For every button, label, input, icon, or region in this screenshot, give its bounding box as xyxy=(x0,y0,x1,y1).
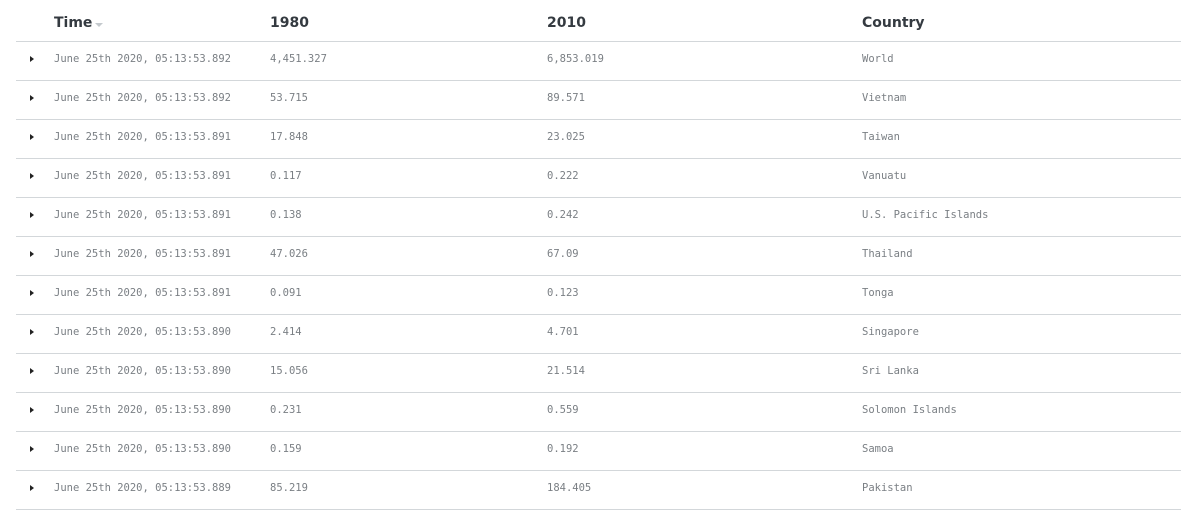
table-row: June 25th 2020, 05:13:53.889 85.219 184.… xyxy=(16,471,1181,510)
cell-country: Taiwan xyxy=(862,131,900,143)
cell-1980: 0.091 xyxy=(270,287,302,299)
expand-row-caret-icon[interactable] xyxy=(28,445,38,455)
column-header-1980[interactable]: 1980 xyxy=(270,15,309,31)
expand-row-caret-icon[interactable] xyxy=(28,406,38,416)
table-row: June 25th 2020, 05:13:53.890 2.414 4.701… xyxy=(16,315,1181,354)
table-row: June 25th 2020, 05:13:53.892 4,451.327 6… xyxy=(16,42,1181,81)
cell-1980: 53.715 xyxy=(270,92,308,104)
data-table: Time 1980 2010 Country June 25th 2020, 0… xyxy=(16,0,1181,510)
column-header-time[interactable]: Time xyxy=(54,14,104,32)
table-row: June 25th 2020, 05:13:53.890 15.056 21.5… xyxy=(16,354,1181,393)
cell-country: Vanuatu xyxy=(862,170,907,182)
expand-row-caret-icon[interactable] xyxy=(28,55,38,65)
cell-time: June 25th 2020, 05:13:53.892 xyxy=(54,53,232,65)
cell-1980: 15.056 xyxy=(270,365,308,377)
cell-1980: 0.231 xyxy=(270,404,302,416)
cell-time: June 25th 2020, 05:13:53.889 xyxy=(54,482,232,494)
cell-time: June 25th 2020, 05:13:53.891 xyxy=(54,248,232,260)
cell-2010: 67.09 xyxy=(547,248,579,260)
cell-country: Sri Lanka xyxy=(862,365,919,377)
cell-1980: 0.159 xyxy=(270,443,302,455)
column-header-2010[interactable]: 2010 xyxy=(547,15,586,31)
expand-row-caret-icon[interactable] xyxy=(28,211,38,221)
expand-row-caret-icon[interactable] xyxy=(28,367,38,377)
cell-country: U.S. Pacific Islands xyxy=(862,209,989,221)
expand-row-caret-icon[interactable] xyxy=(28,94,38,104)
expand-row-caret-icon[interactable] xyxy=(28,172,38,182)
table-row: June 25th 2020, 05:13:53.891 17.848 23.0… xyxy=(16,120,1181,159)
expand-row-caret-icon[interactable] xyxy=(28,250,38,260)
cell-time: June 25th 2020, 05:13:53.891 xyxy=(54,287,232,299)
cell-2010: 6,853.019 xyxy=(547,53,604,65)
column-header-time-label: Time xyxy=(54,15,93,31)
cell-country: World xyxy=(862,53,894,65)
sort-descending-icon[interactable] xyxy=(95,23,104,27)
expand-row-caret-icon[interactable] xyxy=(28,484,38,494)
cell-time: June 25th 2020, 05:13:53.890 xyxy=(54,326,232,338)
cell-country: Vietnam xyxy=(862,92,907,104)
cell-2010: 21.514 xyxy=(547,365,585,377)
table-row: June 25th 2020, 05:13:53.890 0.231 0.559… xyxy=(16,393,1181,432)
cell-1980: 0.117 xyxy=(270,170,302,182)
expand-row-caret-icon[interactable] xyxy=(28,328,38,338)
table-row: June 25th 2020, 05:13:53.891 0.091 0.123… xyxy=(16,276,1181,315)
table-row: June 25th 2020, 05:13:53.892 53.715 89.5… xyxy=(16,81,1181,120)
expand-row-caret-icon[interactable] xyxy=(28,133,38,143)
cell-1980: 2.414 xyxy=(270,326,302,338)
cell-time: June 25th 2020, 05:13:53.892 xyxy=(54,92,232,104)
cell-time: June 25th 2020, 05:13:53.890 xyxy=(54,443,232,455)
cell-country: Samoa xyxy=(862,443,894,455)
cell-1980: 47.026 xyxy=(270,248,308,260)
cell-time: June 25th 2020, 05:13:53.890 xyxy=(54,404,232,416)
cell-time: June 25th 2020, 05:13:53.891 xyxy=(54,131,232,143)
cell-2010: 184.405 xyxy=(547,482,592,494)
cell-2010: 23.025 xyxy=(547,131,585,143)
expand-row-caret-icon[interactable] xyxy=(28,289,38,299)
cell-country: Singapore xyxy=(862,326,919,338)
cell-2010: 0.559 xyxy=(547,404,579,416)
cell-2010: 0.192 xyxy=(547,443,579,455)
table-header: Time 1980 2010 Country xyxy=(16,0,1181,42)
cell-country: Tonga xyxy=(862,287,894,299)
cell-2010: 89.571 xyxy=(547,92,585,104)
column-header-country[interactable]: Country xyxy=(862,15,925,31)
table-row: June 25th 2020, 05:13:53.891 0.117 0.222… xyxy=(16,159,1181,198)
cell-1980: 0.138 xyxy=(270,209,302,221)
cell-time: June 25th 2020, 05:13:53.891 xyxy=(54,209,232,221)
cell-country: Solomon Islands xyxy=(862,404,957,416)
cell-country: Pakistan xyxy=(862,482,913,494)
cell-1980: 4,451.327 xyxy=(270,53,327,65)
cell-time: June 25th 2020, 05:13:53.890 xyxy=(54,365,232,377)
cell-1980: 85.219 xyxy=(270,482,308,494)
cell-2010: 0.222 xyxy=(547,170,579,182)
cell-2010: 4.701 xyxy=(547,326,579,338)
table-row: June 25th 2020, 05:13:53.891 0.138 0.242… xyxy=(16,198,1181,237)
cell-time: June 25th 2020, 05:13:53.891 xyxy=(54,170,232,182)
cell-country: Thailand xyxy=(862,248,913,260)
cell-2010: 0.242 xyxy=(547,209,579,221)
table-row: June 25th 2020, 05:13:53.890 0.159 0.192… xyxy=(16,432,1181,471)
cell-1980: 17.848 xyxy=(270,131,308,143)
cell-2010: 0.123 xyxy=(547,287,579,299)
table-row: June 25th 2020, 05:13:53.891 47.026 67.0… xyxy=(16,237,1181,276)
